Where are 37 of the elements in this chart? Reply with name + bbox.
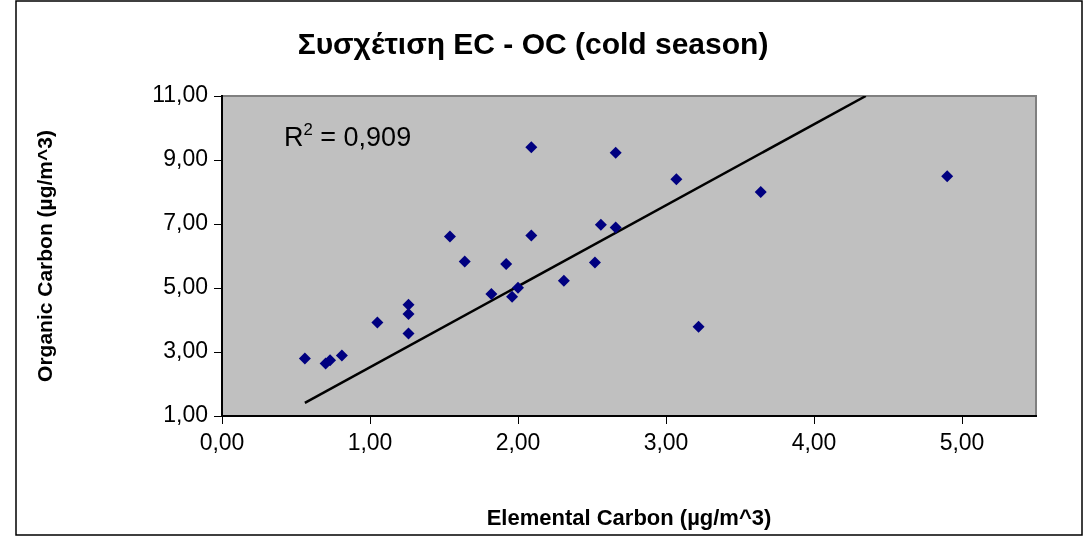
x-tick-label: 1,00 (347, 429, 393, 456)
point (458, 255, 471, 268)
point (588, 256, 601, 269)
y-tick-label: 3,00 (163, 337, 208, 364)
y-tick-label: 11,00 (152, 81, 208, 108)
x-tick-label: 2,00 (495, 429, 541, 456)
y-tick-label: 7,00 (163, 209, 208, 236)
point (512, 281, 524, 294)
point (594, 218, 607, 231)
chart-title: Συσχέτιση EC - OC (cold season) (297, 27, 769, 61)
point (402, 298, 415, 311)
point (525, 229, 538, 242)
point (402, 327, 415, 340)
point (525, 141, 538, 154)
x-tick-label: 0,00 (199, 429, 245, 456)
point (609, 221, 622, 234)
point (485, 288, 498, 301)
y-tick-label: 1,00 (163, 401, 208, 428)
y-tick-label: 9,00 (163, 145, 208, 172)
point (609, 146, 622, 159)
point (670, 173, 683, 186)
point (500, 258, 513, 270)
point (941, 170, 954, 183)
point (692, 320, 705, 333)
point (298, 352, 311, 365)
y-axis-title: Organic Carbon (µg/m^3) (33, 130, 57, 382)
x-tick-label: 5,00 (939, 429, 985, 456)
point (557, 274, 570, 287)
x-tick-label: 4,00 (791, 429, 837, 456)
point (506, 290, 519, 303)
point (335, 349, 348, 362)
point (443, 230, 456, 243)
x-axis-title: Elemental Carbon (µg/m^3) (486, 504, 772, 530)
x-tick-label: 3,00 (643, 429, 689, 456)
y-tick-label: 5,00 (163, 273, 208, 300)
point (371, 316, 384, 329)
point (754, 186, 767, 198)
